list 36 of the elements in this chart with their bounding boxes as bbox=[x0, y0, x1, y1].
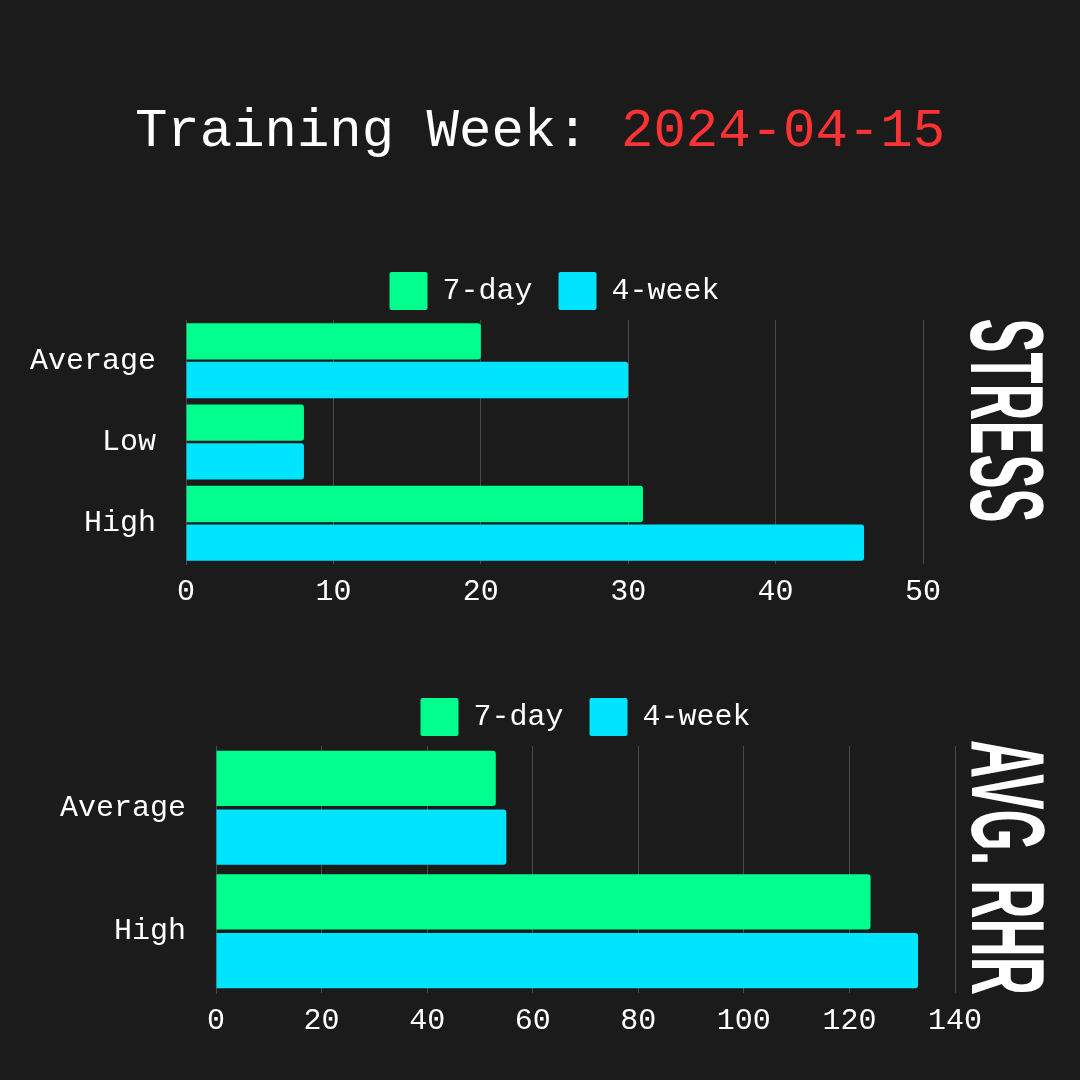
bar bbox=[216, 809, 507, 865]
x-tick-label: 80 bbox=[620, 1003, 657, 1038]
bar bbox=[186, 323, 481, 360]
y-tick-label: Average bbox=[29, 343, 157, 378]
x-tick-label: 100 bbox=[716, 1003, 771, 1038]
bar bbox=[216, 933, 919, 989]
x-tick-label: 20 bbox=[303, 1003, 340, 1038]
x-tick-label: 40 bbox=[409, 1003, 446, 1038]
x-tick-label: 60 bbox=[514, 1003, 551, 1038]
bar bbox=[186, 524, 865, 561]
y-axis-title: STRESS bbox=[949, 317, 1066, 522]
x-tick-label: 140 bbox=[927, 1003, 983, 1038]
y-axis-title: AVG. RHR bbox=[949, 739, 1066, 995]
bar bbox=[186, 485, 643, 523]
legend-label: 4-week bbox=[642, 699, 751, 734]
chart-title: Training Week: 2024-04-15 bbox=[133, 100, 947, 164]
bar bbox=[216, 874, 871, 930]
bar bbox=[186, 361, 629, 399]
legend-label: 4-week bbox=[611, 273, 720, 308]
y-tick-label: High bbox=[114, 914, 187, 949]
legend-label: 7-day bbox=[473, 699, 564, 734]
legend-label: 7-day bbox=[442, 273, 533, 308]
x-tick-label: 40 bbox=[757, 574, 794, 609]
bar bbox=[186, 443, 304, 480]
bar bbox=[216, 750, 496, 806]
y-tick-label: Average bbox=[59, 790, 187, 825]
x-tick-label: 0 bbox=[207, 1003, 226, 1038]
y-tick-label: High bbox=[84, 506, 157, 541]
y-tick-label: Low bbox=[102, 424, 157, 459]
x-tick-label: 20 bbox=[462, 574, 499, 609]
x-tick-label: 120 bbox=[822, 1003, 877, 1038]
x-tick-label: 50 bbox=[904, 574, 942, 609]
bar bbox=[186, 404, 304, 441]
x-tick-label: 10 bbox=[315, 574, 352, 609]
x-tick-label: 30 bbox=[610, 574, 647, 609]
x-tick-label: 0 bbox=[177, 574, 196, 609]
